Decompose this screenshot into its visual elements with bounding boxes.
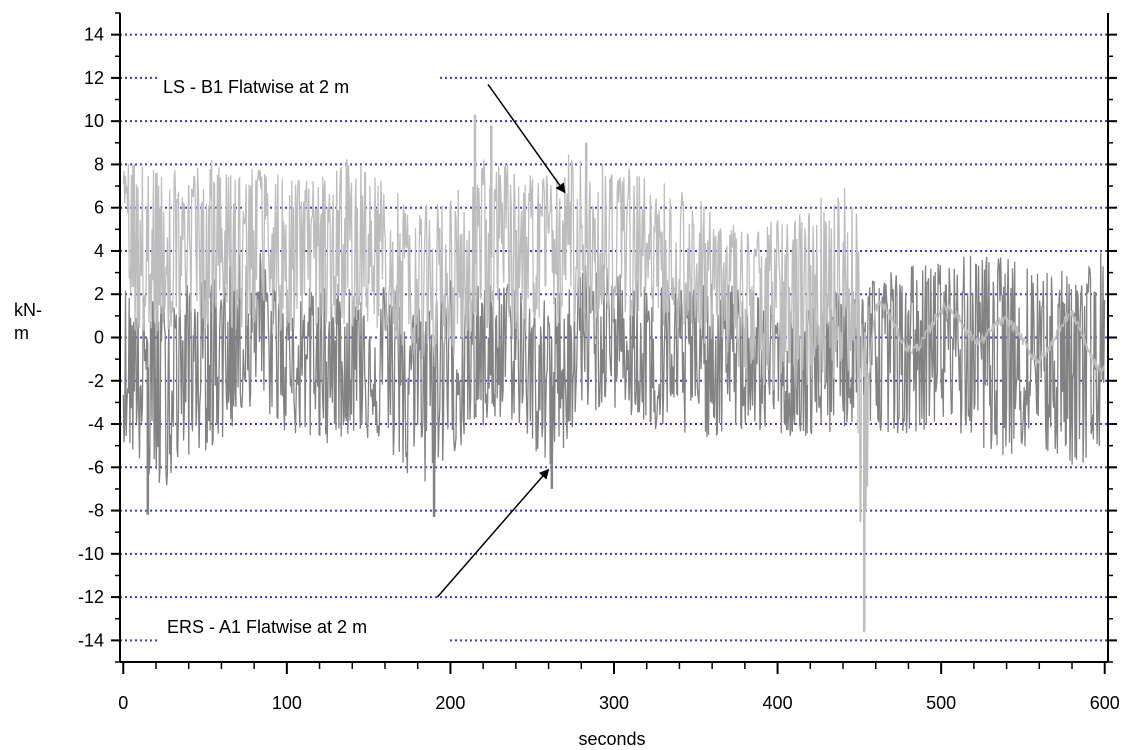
y-tick-label: -14	[78, 630, 104, 650]
annotation-ls-b1: LS - B1 Flatwise at 2 m	[163, 77, 349, 97]
x-tick-label: 500	[926, 693, 956, 713]
y-tick-label: -12	[78, 587, 104, 607]
y-axis-title-line-2: m	[14, 323, 29, 343]
y-tick-label: -2	[88, 371, 104, 391]
y-axis-title-line-1: kN-	[14, 300, 42, 320]
x-axis-title: seconds	[578, 729, 645, 749]
y-tick-label: -4	[88, 414, 104, 434]
axis-ticks: 14 12 10 8 6 4 2 0 -2 -4 -6 -8 -10 -12 -14 0 100 200 300 40…	[78, 12, 1120, 713]
x-tick-label: 100	[272, 693, 302, 713]
y-tick-label: 12	[84, 68, 104, 88]
annotation-ers-a1: ERS - A1 Flatwise at 2 m	[167, 617, 367, 637]
y-tick-label: 10	[84, 111, 104, 131]
series-layer	[122, 114, 1106, 632]
y-tick-label: 8	[94, 154, 104, 174]
annotation-arrow-ls-b1	[487, 83, 566, 194]
y-tick-label: -10	[78, 544, 104, 564]
y-tick-label: 0	[94, 328, 104, 348]
y-tick-label: 6	[94, 198, 104, 218]
y-tick-label: 4	[94, 241, 104, 261]
x-tick-label: 400	[763, 693, 793, 713]
y-tick-label: -6	[88, 457, 104, 477]
x-tick-label: 0	[118, 693, 128, 713]
x-tick-label: 300	[599, 693, 629, 713]
y-tick-label: -8	[88, 501, 104, 521]
y-tick-label: 14	[84, 25, 104, 45]
annotation-top-background	[158, 70, 440, 102]
y-tick-label: 2	[94, 284, 104, 304]
x-tick-label: 600	[1090, 693, 1120, 713]
annotations: LS - B1 Flatwise at 2 m ERS - A1 Flatwis…	[158, 70, 566, 642]
x-tick-label: 200	[435, 693, 465, 713]
annotation-bottom-background	[160, 610, 450, 642]
annotation-arrow-ers-a1	[436, 468, 550, 598]
series-line-ls-b1	[122, 154, 1106, 523]
